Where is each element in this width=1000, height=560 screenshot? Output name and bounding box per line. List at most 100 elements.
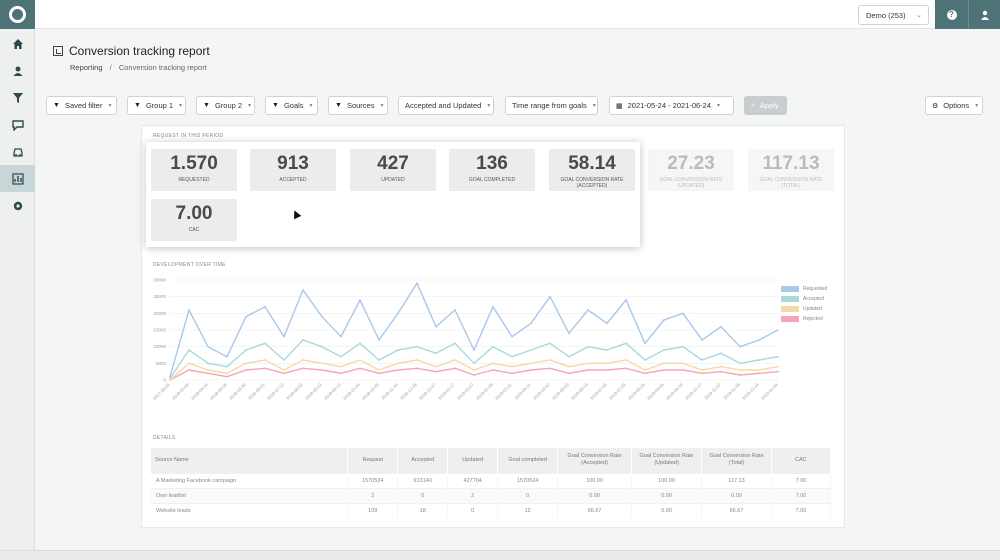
data-point-updated — [492, 362, 494, 365]
data-point-rejected — [568, 372, 570, 375]
development-chart: 30000 25000 20000 15000 10000 5000 02017-08-25… — [152, 278, 779, 401]
status-select[interactable]: Accepted and Updated ▾ — [398, 96, 494, 115]
table-header-cell[interactable]: Source Name — [151, 448, 349, 473]
table-header-cell[interactable]: Goal Conversion Rate (Total) — [701, 448, 772, 473]
chart-legend: Requested Accepted Updated Rejected — [781, 284, 827, 324]
data-point-rejected — [473, 374, 475, 376]
legend-swatch — [781, 316, 799, 322]
data-point-requested — [701, 339, 703, 341]
data-point-updated — [397, 362, 399, 365]
data-point-accepted — [283, 359, 285, 361]
group1-filter-button[interactable]: ▼ Group 1 ▾ — [127, 96, 186, 115]
table-header-cell[interactable]: Updated — [447, 448, 499, 473]
table-cell: 100.00 — [557, 472, 633, 488]
sidebar-item-reports[interactable] — [0, 165, 35, 192]
data-point-accepted — [549, 342, 551, 345]
sidebar-item-filter[interactable] — [0, 84, 35, 111]
table-header-cell[interactable]: Goal completed — [497, 448, 559, 473]
table-row[interactable]: A Marketing Facebook campaign 1570524 9131… — [151, 472, 832, 488]
options-button[interactable]: ⚙ Options ▾ — [925, 96, 983, 115]
data-point-updated — [568, 365, 570, 368]
data-point-rejected — [644, 372, 646, 375]
data-point-updated — [606, 362, 608, 365]
group2-filter-button[interactable]: ▼ Group 2 ▾ — [196, 96, 255, 115]
group2-label: Group 2 — [214, 101, 243, 110]
data-point-requested — [435, 325, 437, 328]
table-header-cell[interactable]: Request — [347, 448, 399, 473]
table-cell: Website leads — [151, 502, 349, 518]
data-point-updated — [758, 369, 760, 371]
data-point-accepted — [378, 359, 380, 361]
legend-item-accepted[interactable]: Accepted — [781, 294, 827, 304]
data-point-accepted — [207, 362, 209, 365]
account-select[interactable]: Demo (253) ⌄ — [858, 5, 929, 25]
table-cell: 2 — [447, 487, 499, 503]
search-icon: ⌕ — [751, 101, 755, 109]
time-range-select[interactable]: Time range from goals ▾ — [505, 96, 598, 115]
data-point-requested — [207, 345, 209, 348]
data-point-accepted — [568, 355, 570, 358]
data-point-updated — [264, 359, 266, 361]
data-point-requested — [777, 329, 779, 331]
sidebar-item-contacts[interactable] — [0, 57, 35, 84]
data-point-rejected — [511, 372, 513, 375]
details-table: Source Name Request Accepted Updated Goal co… — [151, 448, 832, 518]
legend-item-rejected[interactable]: Rejected — [781, 314, 827, 324]
sidebar-item-car[interactable] — [0, 138, 35, 165]
apply-button[interactable]: ⌕ Apply — [744, 96, 787, 115]
data-point-updated — [549, 359, 551, 361]
x-tick-label: 2017-08-25 — [152, 382, 171, 401]
kpi-value: 913 — [277, 153, 309, 174]
user-menu-button[interactable] — [968, 0, 1000, 29]
sources-filter-button[interactable]: ▼ Sources ▾ — [328, 96, 388, 115]
data-point-updated — [378, 369, 380, 371]
table-row[interactable]: Own leadlist 2 0 2 0 0.00 0.00 0.00 7.00 — [151, 487, 832, 503]
kpi-value: 117.13 — [762, 153, 820, 174]
time-range-value: Time range from goals — [512, 101, 587, 110]
legend-item-updated[interactable]: Updated — [781, 304, 827, 314]
data-point-requested — [283, 335, 285, 338]
table-header-cell[interactable]: Accepted — [397, 448, 449, 473]
date-range-picker[interactable]: ▦ 2021-05-24 - 2021-06-24 ▾ — [609, 96, 734, 115]
sidebar-item-chat[interactable] — [0, 111, 35, 138]
x-tick-label: 2019-05-23 — [551, 382, 570, 401]
x-tick-label: 2019-02-07 — [456, 382, 475, 401]
legend-swatch — [781, 286, 799, 292]
kpi-label: REQUESTED — [178, 177, 210, 183]
kpi-value: 1.570 — [170, 153, 218, 174]
page-title-text: Conversion tracking report — [69, 44, 210, 58]
chevron-down-icon: ⌄ — [916, 12, 922, 19]
table-cell: 12 — [497, 502, 559, 518]
contacts-icon — [13, 66, 22, 76]
data-point-accepted — [169, 377, 171, 380]
data-point-requested — [663, 319, 665, 321]
table-row[interactable]: Website leads 109 18 0 12 66.67 0.00 66.67 7.00 — [151, 502, 832, 518]
sidebar-item-home[interactable] — [0, 30, 35, 57]
data-point-rejected — [663, 369, 665, 371]
table-cell: 1570524 — [497, 472, 559, 488]
help-button[interactable]: ? — [935, 0, 968, 29]
legend-item-requested[interactable]: Requested — [781, 284, 827, 294]
table-header-cell[interactable]: Goal Conversion Rate (Accepted) — [557, 448, 633, 473]
breadcrumb-parent[interactable]: Reporting — [70, 63, 103, 72]
kpi-value: 7.00 — [175, 203, 213, 224]
data-point-updated — [188, 362, 190, 365]
table-header-cell[interactable]: Goal Conversion Rate (Updated) — [631, 448, 703, 473]
table-cell: 66.67 — [557, 502, 633, 518]
x-tick-label: 2018-08-02 — [285, 382, 304, 401]
data-point-requested — [226, 355, 228, 358]
data-point-updated — [473, 369, 475, 371]
data-point-accepted — [644, 359, 646, 361]
saved-filter-button[interactable]: ▼ Saved filter ▾ — [46, 96, 117, 115]
breadcrumb: Reporting / Conversion tracking report — [70, 63, 210, 72]
data-point-accepted — [682, 345, 684, 348]
data-point-updated — [226, 372, 228, 375]
data-point-accepted — [758, 359, 760, 361]
horizontal-scrollbar[interactable] — [0, 550, 1000, 560]
goals-filter-button[interactable]: ▼ Goals ▾ — [265, 96, 318, 115]
table-cell: 7.00 — [771, 502, 832, 518]
data-point-requested — [625, 299, 627, 301]
sidebar-item-settings[interactable] — [0, 192, 35, 219]
table-header-cell[interactable]: CAC — [771, 448, 832, 473]
logo[interactable] — [0, 0, 35, 29]
